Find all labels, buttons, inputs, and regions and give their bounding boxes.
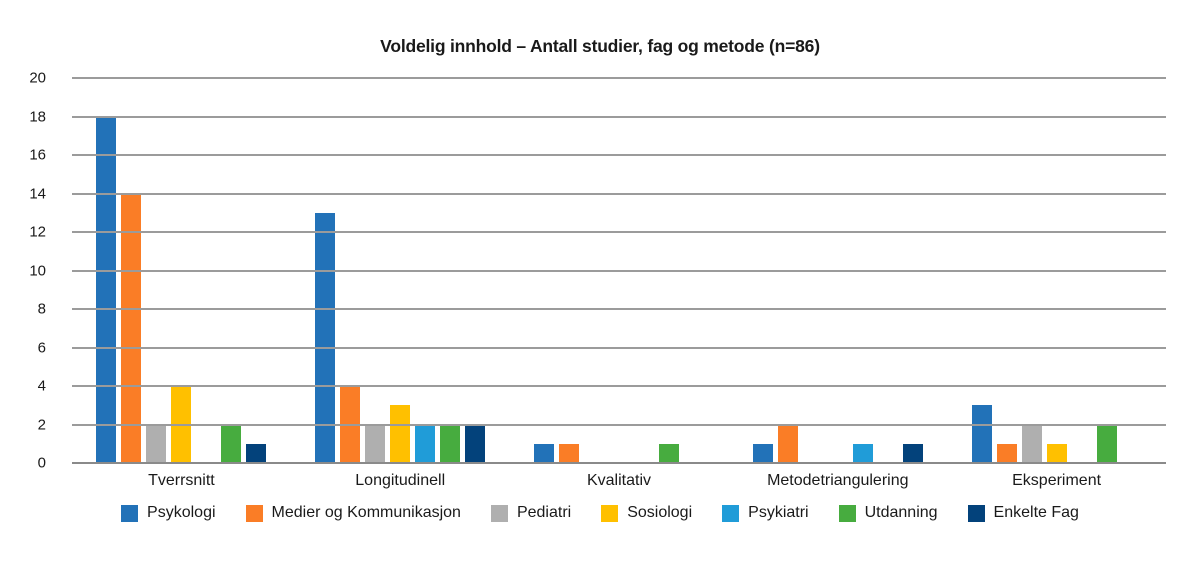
y-tick-label-0: 0 [37, 454, 46, 472]
x-axis-label-3: Metodetriangulering [767, 472, 909, 489]
bar [465, 424, 486, 463]
gridline-4 [72, 385, 1166, 387]
gridline-6 [72, 346, 1166, 349]
legend-swatch-icon [967, 504, 985, 522]
legend-item: Pediatri [490, 504, 572, 522]
legend-label: Psykiatri [748, 504, 809, 521]
bar [971, 405, 992, 463]
legend-swatch-icon [838, 504, 856, 522]
legend-item: Psykologi [121, 504, 216, 522]
legend-label: Utdanning [864, 504, 938, 521]
bar [365, 424, 386, 463]
y-tick-label-14: 14 [29, 185, 46, 202]
bar [415, 424, 436, 463]
gridline-16 [72, 154, 1166, 156]
y-tick-label-20: 20 [29, 69, 46, 87]
x-axis-label-0: Tverrsnitt [148, 472, 215, 489]
bar-group-2 [510, 78, 729, 463]
legend-label: Enkelte Fag [993, 504, 1079, 521]
bar [440, 424, 461, 463]
gridline-12 [72, 231, 1166, 233]
y-tick-label-6: 6 [37, 339, 46, 356]
legend-item: Enkelte Fag [967, 504, 1079, 522]
legend-swatch-icon [722, 504, 740, 522]
y-tick-label-2: 2 [37, 416, 46, 433]
bar [315, 212, 336, 463]
bar [902, 443, 923, 463]
chart-title: Voldelig innhold – Antall studier, fag o… [380, 36, 820, 56]
gridline-0 [72, 462, 1166, 464]
legend-swatch-icon [121, 504, 139, 522]
bar [752, 443, 773, 463]
y-tick-label-16: 16 [29, 146, 46, 164]
bar [246, 443, 267, 463]
y-tick-label-18: 18 [29, 108, 46, 125]
bar [777, 424, 798, 463]
bar [533, 443, 554, 463]
y-tick-label-12: 12 [29, 223, 46, 241]
legend-item: Utdanning [838, 504, 938, 522]
bar [658, 443, 679, 463]
y-axis: 0 2 4 6 8 10 12 14 16 18 20 [0, 71, 58, 471]
legend-item: Sosiologi [601, 504, 692, 522]
bar [1096, 424, 1117, 463]
legend-label: Psykologi [147, 504, 216, 521]
x-axis-label-4: Eksperiment [1012, 472, 1102, 489]
legend-label: Sosiologi [627, 504, 693, 521]
x-axis-label-2: Kvalitativ [586, 472, 651, 489]
legend-label: Medier og Kommunikasjon [271, 504, 461, 521]
gridline-18 [72, 115, 1166, 118]
y-tick-label-8: 8 [37, 300, 46, 318]
bar-group-3 [728, 78, 947, 463]
bar [221, 424, 242, 463]
x-axis-label-1: Longitudinell [355, 472, 446, 489]
gridline-14 [72, 192, 1166, 195]
y-tick-label-4: 4 [37, 377, 46, 395]
bar-group-1 [291, 78, 510, 463]
bar [1021, 424, 1042, 463]
gridline-20 [72, 77, 1166, 79]
plot-area [72, 77, 1166, 464]
bar [852, 443, 873, 463]
bar [996, 443, 1017, 463]
legend-item: Medier og Kommunikasjon [245, 504, 461, 522]
legend: Psykologi Medier og Kommunikasjon Pediatri… [0, 504, 1200, 522]
bar [390, 405, 411, 463]
bar [96, 116, 117, 463]
bar [146, 424, 167, 463]
bar [1046, 443, 1067, 463]
y-tick-label-10: 10 [29, 262, 46, 279]
legend-item: Psykiatri [722, 504, 809, 522]
bar-group-4 [947, 78, 1166, 463]
legend-swatch-icon [490, 504, 508, 522]
legend-label: Pediatri [516, 504, 572, 521]
x-axis-labels: Tverrsnitt Longitudinell Kvalitativ Metodet… [72, 472, 1166, 490]
bar [558, 443, 579, 463]
legend-swatch-icon [601, 504, 619, 522]
legend-swatch-icon [245, 504, 263, 522]
bar [121, 193, 142, 463]
gridline-10 [72, 269, 1166, 272]
gridline-2 [72, 423, 1166, 426]
gridline-8 [72, 308, 1166, 310]
